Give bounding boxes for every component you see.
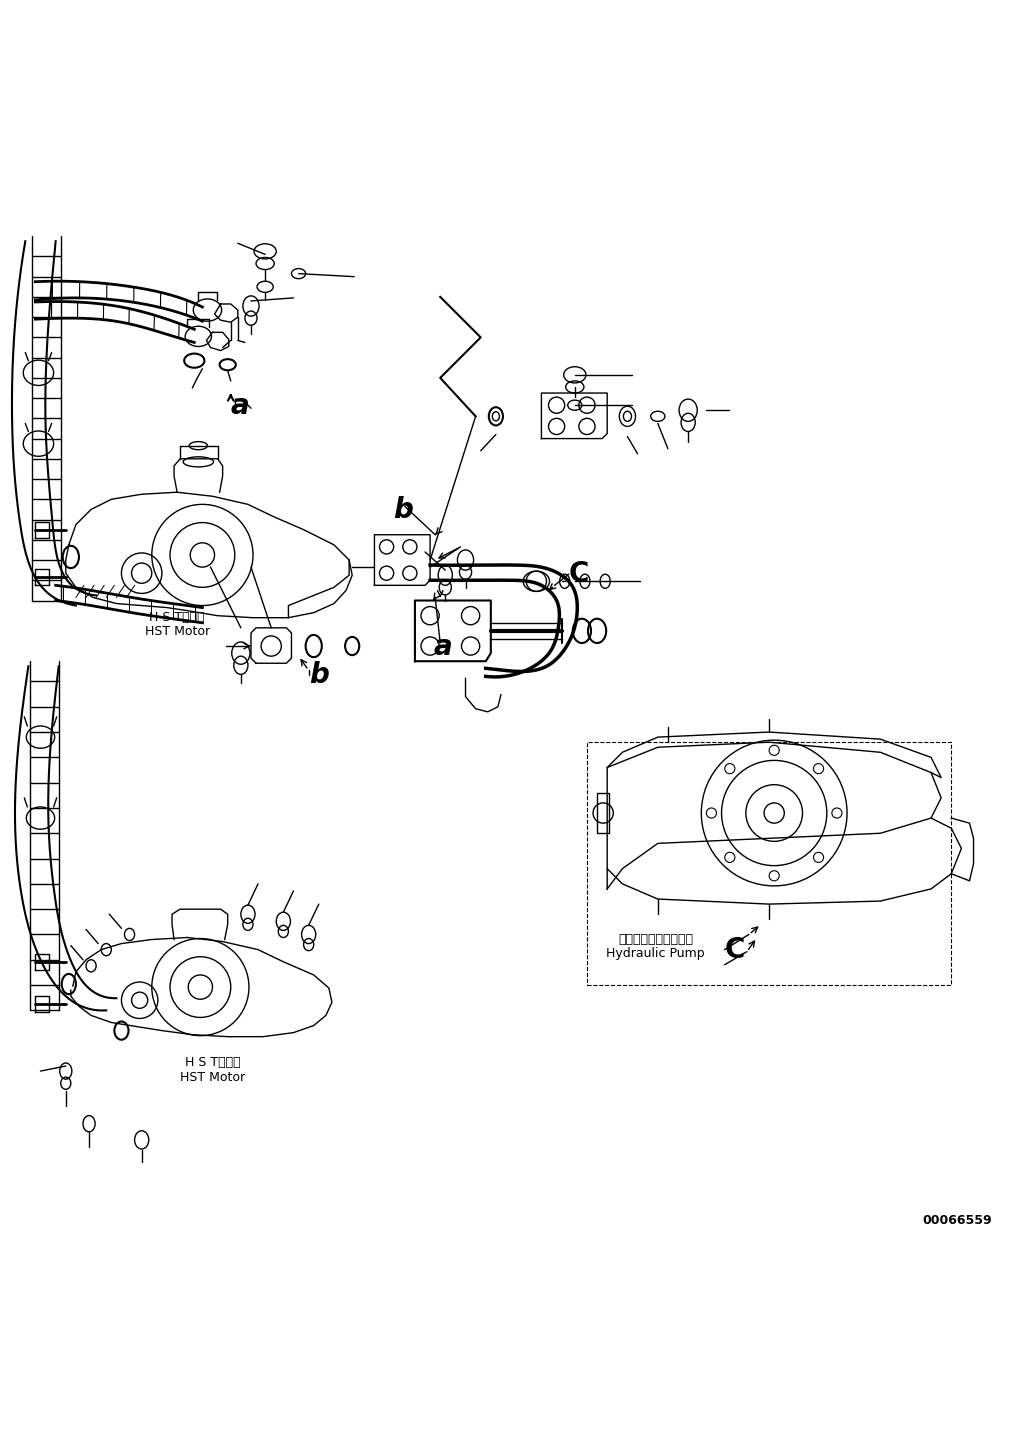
Text: b: b bbox=[392, 496, 412, 525]
Text: 00066559: 00066559 bbox=[921, 1214, 991, 1227]
Text: HST Motor: HST Motor bbox=[145, 625, 209, 638]
Text: H S Tモータ: H S Tモータ bbox=[150, 611, 204, 624]
Text: HST Motor: HST Motor bbox=[180, 1070, 245, 1083]
Text: a: a bbox=[231, 393, 250, 420]
Text: Hydraulic Pump: Hydraulic Pump bbox=[606, 947, 705, 960]
Bar bbox=[596, 792, 609, 833]
Text: H S Tモータ: H S Tモータ bbox=[185, 1057, 240, 1070]
Bar bbox=[586, 742, 950, 984]
Text: C: C bbox=[568, 560, 588, 589]
Text: ハイドロリックポンプ: ハイドロリックポンプ bbox=[618, 933, 693, 947]
Text: a: a bbox=[433, 632, 452, 662]
Text: C: C bbox=[724, 935, 744, 964]
Text: b: b bbox=[308, 662, 329, 689]
